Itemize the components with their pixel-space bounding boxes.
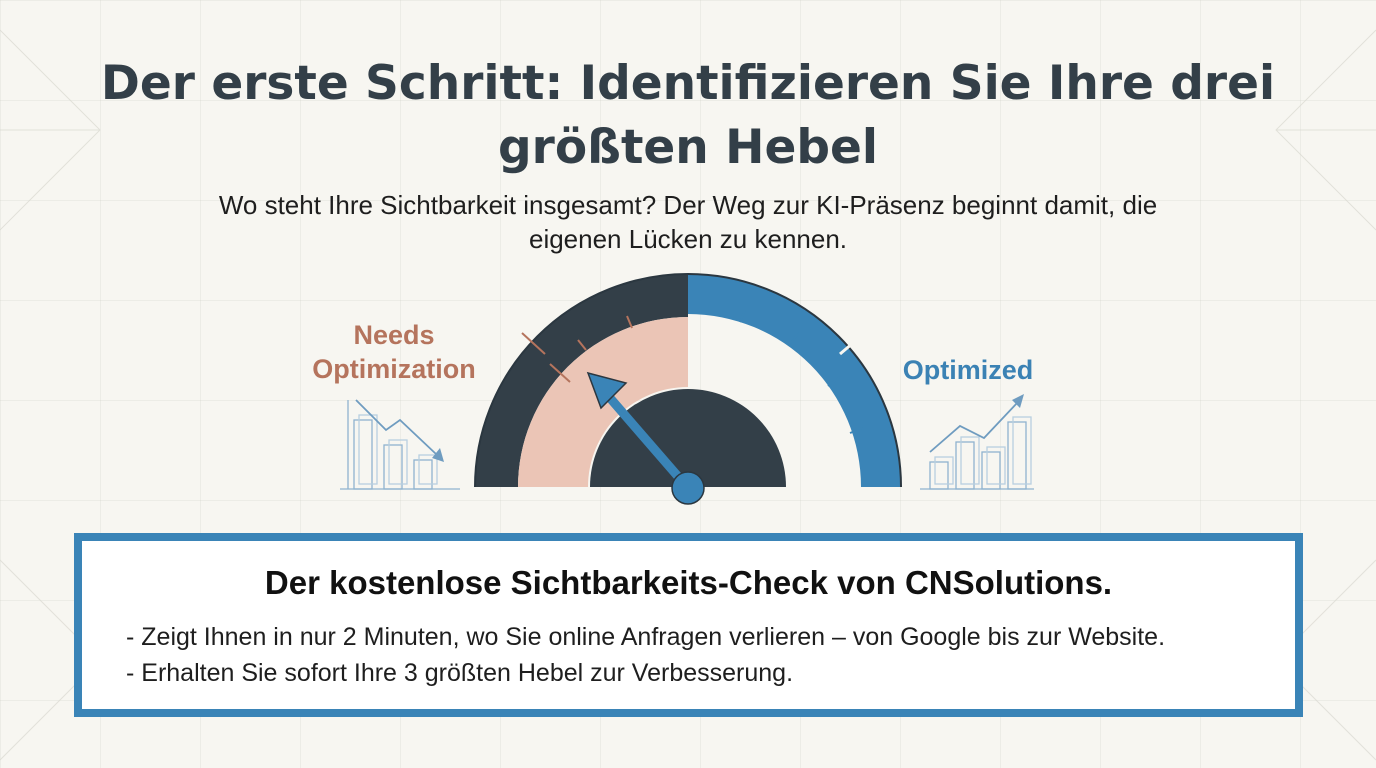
gauge-label-optimized: Optimized	[902, 355, 1034, 385]
gauge-high-ticks	[739, 309, 864, 434]
page-subtitle: Wo steht Ihre Sichtbarkeit insgesamt? De…	[218, 190, 1158, 254]
gauge-high-arc	[688, 274, 901, 487]
info-box-heading: Der kostenlose Sichtbarkeits-Check von C…	[264, 564, 1113, 601]
info-box-bullet: - Erhalten Sie sofort Ihre 3 größten Heb…	[126, 659, 794, 687]
info-box-bullet: - Zeigt Ihnen in nur 2 Minuten, wo Sie o…	[126, 623, 1166, 651]
page-title: Der erste Schritt: Identifizieren Sie Ih…	[100, 56, 1276, 175]
gauge-mid-ticks	[577, 315, 633, 351]
trending-up-chart-icon	[920, 394, 1034, 490]
gauge-needle	[586, 371, 705, 505]
gauge-label-needs-optimization: Needs Optimization	[312, 320, 476, 384]
gauge-low-outer-arc	[475, 274, 688, 487]
gauge-hub	[590, 389, 786, 487]
visibility-gauge	[340, 273, 1034, 505]
trending-down-chart-icon	[340, 399, 460, 490]
free-check-info-box: Der kostenlose Sichtbarkeits-Check von C…	[74, 533, 1303, 717]
gauge-low-ticks	[521, 332, 571, 383]
